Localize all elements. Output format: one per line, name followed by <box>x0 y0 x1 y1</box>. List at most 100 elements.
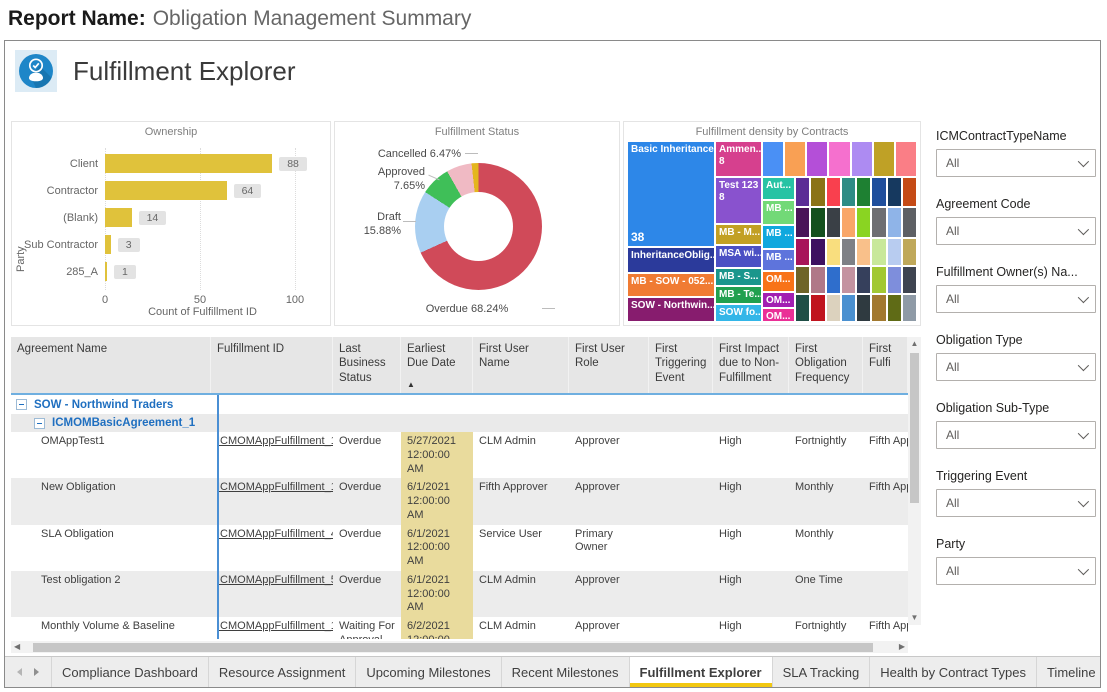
treemap-tile[interactable]: OM... <box>763 309 794 322</box>
treemap-tile[interactable] <box>857 267 871 294</box>
treemap-tile[interactable] <box>902 207 916 238</box>
treemap-tile[interactable]: MB - Te... <box>716 287 761 304</box>
tabs-prev-icon[interactable] <box>17 668 22 676</box>
filter-dropdown-agreement-code[interactable]: All <box>936 217 1096 245</box>
treemap-tile[interactable] <box>902 267 916 294</box>
treemap-tile[interactable] <box>829 142 850 176</box>
fulfillment-link[interactable]: ICMOMAppFulfillment_4 <box>217 527 333 540</box>
treemap-tile[interactable] <box>857 295 871 321</box>
filter-dropdown-obligation-type[interactable]: All <box>936 353 1096 381</box>
treemap-tile[interactable] <box>811 178 825 206</box>
scroll-left-icon[interactable]: ◀ <box>14 642 21 651</box>
scroll-down-icon[interactable]: ▼ <box>910 613 919 622</box>
fulfillment-link[interactable]: ICMOMAppFulfillment_105 <box>217 620 333 632</box>
treemap-tile[interactable] <box>811 207 825 238</box>
filter-dropdown-obligation-sub-type[interactable]: All <box>936 421 1096 449</box>
treemap-tile[interactable]: MB - SOW - 052... <box>628 273 714 297</box>
table-row[interactable]: Test obligation 2 ICMOMAppFulfillment_5 Ov… <box>11 570 908 617</box>
bar[interactable] <box>105 208 132 227</box>
tab-upcoming-milestones[interactable]: Upcoming Milestones <box>355 657 500 687</box>
column-header-9[interactable]: First Obligation Frequency <box>789 337 863 393</box>
column-header-1[interactable]: Agreement Name <box>11 337 211 393</box>
treemap-tile[interactable]: MB - M... <box>716 225 761 245</box>
table-row[interactable]: SLA Obligation ICMOMAppFulfillment_4 Overd… <box>11 524 908 571</box>
treemap-tile[interactable] <box>841 178 855 206</box>
tab-recent-milestones[interactable]: Recent Milestones <box>500 657 629 687</box>
treemap-tile[interactable] <box>811 239 825 266</box>
treemap-tile[interactable]: MSA wi... <box>716 246 761 268</box>
tab-compliance-dashboard[interactable]: Compliance Dashboard <box>51 657 208 687</box>
treemap-tile[interactable] <box>887 178 901 206</box>
treemap-tile[interactable] <box>796 239 810 266</box>
filter-dropdown-party[interactable]: All <box>936 557 1096 585</box>
column-header-4[interactable]: Earliest Due Date ▲ <box>401 337 473 393</box>
treemap-tile[interactable] <box>872 178 886 206</box>
treemap-tile[interactable] <box>851 142 872 176</box>
tab-fulfillment-explorer[interactable]: Fulfillment Explorer <box>628 657 772 687</box>
vertical-scrollbar-thumb[interactable] <box>910 353 919 503</box>
collapse-icon[interactable] <box>34 417 45 429</box>
treemap-tile[interactable]: MB ... <box>763 225 794 248</box>
treemap-tile[interactable] <box>857 239 871 266</box>
filter-dropdown-fulfillment-owner-s-na[interactable]: All <box>936 285 1096 313</box>
treemap-tile[interactable] <box>872 267 886 294</box>
treemap-tile[interactable] <box>826 207 840 238</box>
treemap-tile[interactable] <box>895 142 916 176</box>
filter-dropdown-icmcontracttypename[interactable]: All <box>936 149 1096 177</box>
treemap-tile[interactable] <box>887 295 901 321</box>
treemap-tile[interactable] <box>872 207 886 238</box>
tab-timeline[interactable]: Timeline <box>1035 657 1106 687</box>
treemap-tile[interactable] <box>841 207 855 238</box>
collapse-icon[interactable] <box>16 399 27 410</box>
treemap-tile[interactable] <box>826 178 840 206</box>
treemap-tile[interactable] <box>807 142 828 176</box>
treemap-tile[interactable] <box>763 142 784 176</box>
treemap-tile[interactable] <box>857 178 871 206</box>
treemap-tile[interactable] <box>902 239 916 266</box>
table-row[interactable]: New Obligation ICMOMAppFulfillment_131 Ove… <box>11 478 908 525</box>
treemap-tile[interactable] <box>826 295 840 321</box>
group-row[interactable]: ICMOMBasicAgreement_1 <box>11 414 908 432</box>
treemap-tile[interactable] <box>887 207 901 238</box>
fulfillment-status-donut-chart[interactable]: Fulfillment Status Cancelled 6.47% Approv… <box>334 121 620 326</box>
column-header-10[interactable]: First Fulfi <box>863 337 908 393</box>
treemap-tile[interactable] <box>902 178 916 206</box>
treemap-tile[interactable]: MB - S... <box>716 269 761 286</box>
treemap-tile[interactable] <box>902 295 916 321</box>
treemap-tile[interactable] <box>826 239 840 266</box>
treemap-tile[interactable]: Aut... <box>763 178 794 199</box>
treemap-tile[interactable] <box>796 207 810 238</box>
table-row[interactable]: OMAppTest1 ICMOMAppFulfillment_10 Overdue 5… <box>11 432 908 479</box>
tab-health-by-contract-types[interactable]: Health by Contract Types <box>869 657 1036 687</box>
column-header-8[interactable]: First Impact due to Non-Fulfillment <box>713 337 789 393</box>
bar[interactable] <box>105 154 273 173</box>
treemap-tile[interactable] <box>841 239 855 266</box>
treemap-tile[interactable] <box>873 142 894 176</box>
treemap-tile[interactable] <box>785 142 806 176</box>
treemap-tile[interactable] <box>796 267 810 294</box>
horizontal-scrollbar[interactable]: ◀ ▶ <box>11 641 908 653</box>
column-header-6[interactable]: First User Role <box>569 337 649 393</box>
column-header-3[interactable]: Last Business Status <box>333 337 401 393</box>
fulfillment-link[interactable]: ICMOMAppFulfillment_10 <box>217 435 333 447</box>
treemap-tile[interactable]: SOW fo... <box>716 305 761 322</box>
bar[interactable] <box>105 181 227 200</box>
fulfillment-link[interactable]: ICMOMAppFulfillment_5 <box>217 573 333 586</box>
tab-sla-tracking[interactable]: SLA Tracking <box>771 657 870 687</box>
fulfillment-density-treemap[interactable]: Fulfillment density by Contracts Basic I… <box>623 121 921 326</box>
treemap-tile[interactable] <box>811 295 825 321</box>
treemap-tile[interactable] <box>887 267 901 294</box>
fulfillment-link[interactable]: ICMOMAppFulfillment_131 <box>217 481 333 494</box>
scroll-up-icon[interactable]: ▲ <box>910 339 919 348</box>
treemap-tile[interactable]: MB ... <box>763 200 794 224</box>
horizontal-scrollbar-thumb[interactable] <box>33 642 873 652</box>
column-header-7[interactable]: First Triggering Event <box>649 337 713 393</box>
treemap-tile[interactable] <box>826 267 840 294</box>
treemap-tile[interactable] <box>872 239 886 266</box>
donut-chart[interactable] <box>415 163 542 290</box>
treemap-tile[interactable]: Basic Inheritance 38 <box>628 142 714 247</box>
treemap-tile[interactable]: OM... <box>763 271 794 291</box>
treemap-tile[interactable]: SOW - Northwin... <box>628 298 714 321</box>
treemap-tile[interactable] <box>796 178 810 206</box>
treemap-tile[interactable] <box>841 267 855 294</box>
